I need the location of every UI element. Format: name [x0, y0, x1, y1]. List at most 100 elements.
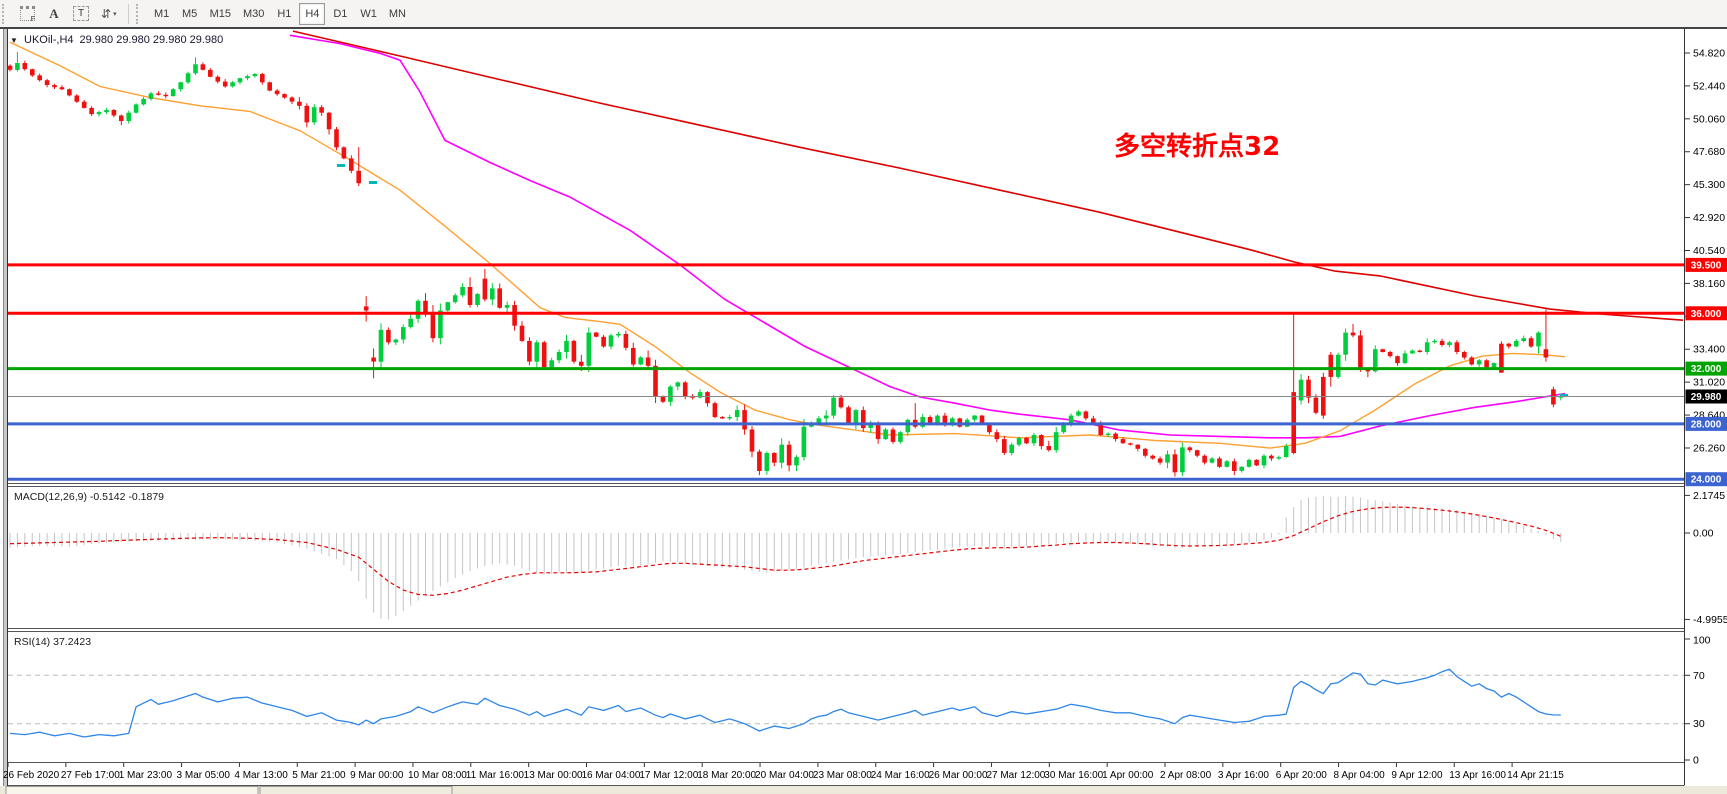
svg-text:47.680: 47.680	[1693, 146, 1725, 158]
chart-tab-2[interactable]	[259, 786, 453, 794]
tf-m15-button[interactable]: M15	[205, 3, 236, 25]
toolbar-grip[interactable]	[2, 3, 10, 24]
toolbar-grip-2[interactable]	[135, 3, 144, 24]
chart-canvas[interactable]: 54.820 52.440 50.060 47.680 45.300 42.920 40.5…	[0, 28, 1727, 794]
symbol-name: UKOil-,H4	[24, 34, 74, 46]
svg-text:18 Mar 20:00: 18 Mar 20:00	[697, 770, 756, 781]
rsi-label: RSI(14) 37.2423	[14, 636, 92, 648]
freehand-grid-icon[interactable]: F	[15, 3, 40, 25]
svg-text:17 Mar 12:00: 17 Mar 12:00	[639, 770, 698, 781]
chart-title: UKOil-,H4 29.980 29.980 29.980 29.980	[24, 34, 223, 46]
tf-m1-button[interactable]: M1	[149, 3, 175, 25]
svg-text:24.000: 24.000	[1691, 475, 1722, 486]
svg-text:10 Mar 08:00: 10 Mar 08:00	[408, 770, 467, 781]
svg-text:4 Mar 13:00: 4 Mar 13:00	[234, 770, 288, 781]
macd-panel[interactable]	[9, 495, 1562, 620]
svg-text:1 Apr 00:00: 1 Apr 00:00	[1102, 770, 1154, 781]
tf-w1-button[interactable]: W1	[355, 3, 382, 25]
ma-fast-orange	[9, 41, 1566, 449]
macd-signal-line	[9, 506, 1562, 596]
text-annotation[interactable]: 多空转折点32	[1114, 132, 1281, 162]
svg-text:36.000: 36.000	[1691, 309, 1722, 320]
svg-text:23 Mar 08:00: 23 Mar 08:00	[813, 770, 872, 781]
svg-text:33.400: 33.400	[1693, 344, 1725, 356]
tf-h4-button[interactable]: H4	[299, 2, 326, 25]
chart-tabs-bar	[0, 786, 1727, 794]
candles	[7, 51, 1564, 477]
svg-text:29.980: 29.980	[1691, 392, 1722, 403]
tf-mn-button[interactable]: MN	[384, 3, 411, 25]
signal-arrow-marker	[1560, 394, 1568, 397]
svg-text:26 Feb 2020: 26 Feb 2020	[3, 770, 60, 781]
macd-values: -0.5142 -0.1879	[89, 491, 165, 503]
textbox-glyph: T	[73, 6, 89, 21]
svg-text:39.500: 39.500	[1691, 260, 1722, 271]
svg-text:45.300: 45.300	[1693, 179, 1725, 191]
svg-text:26 Mar 00:00: 26 Mar 00:00	[929, 770, 988, 781]
tf-m5-button[interactable]: M5	[177, 3, 203, 25]
rsi-line	[9, 668, 1561, 738]
svg-text:11 Mar 16:00: 11 Mar 16:00	[466, 770, 525, 781]
svg-text:70: 70	[1693, 670, 1705, 682]
svg-text:52.440: 52.440	[1693, 80, 1725, 92]
svg-text:5 Mar 21:00: 5 Mar 21:00	[292, 770, 346, 781]
price-scale[interactable]: 54.820 52.440 50.060 47.680 45.300 42.920 40.5…	[1684, 48, 1727, 767]
svg-text:0.00: 0.00	[1693, 528, 1714, 540]
svg-text:26.260: 26.260	[1693, 442, 1725, 454]
draw-objects-icon[interactable]: ⇵ ▾	[96, 3, 122, 25]
svg-text:3 Apr 16:00: 3 Apr 16:00	[1218, 770, 1270, 781]
tf-m30-button[interactable]: M30	[238, 3, 269, 25]
textbox-icon[interactable]: T	[68, 3, 94, 25]
signal-arrow-marker	[337, 164, 345, 167]
svg-text:2.1745: 2.1745	[1693, 490, 1725, 502]
svg-text:32.000: 32.000	[1691, 364, 1722, 375]
svg-text:30 Mar 16:00: 30 Mar 16:00	[1044, 770, 1103, 781]
svg-text:100: 100	[1693, 635, 1711, 647]
grid-glyph: F	[20, 6, 35, 23]
chart-tab-1[interactable]	[5, 786, 259, 794]
symbol-dropdown-icon[interactable]: ▼	[10, 36, 18, 45]
svg-text:9 Apr 12:00: 9 Apr 12:00	[1391, 770, 1443, 781]
text-annotation-icon[interactable]: A	[42, 3, 66, 25]
svg-text:-4.9955: -4.9955	[1693, 614, 1727, 626]
svg-text:42.920: 42.920	[1693, 212, 1725, 224]
quote-values: 29.980 29.980 29.980 29.980	[79, 34, 224, 46]
signal-arrow-marker	[369, 181, 377, 184]
chevron-down-icon: ▾	[113, 10, 117, 18]
svg-text:50.060: 50.060	[1693, 113, 1725, 125]
svg-text:16 Mar 04:00: 16 Mar 04:00	[582, 770, 641, 781]
toolbar-separator	[127, 3, 129, 24]
svg-text:27 Mar 12:00: 27 Mar 12:00	[986, 770, 1045, 781]
left-edge	[4, 28, 8, 786]
svg-text:13 Apr 16:00: 13 Apr 16:00	[1449, 770, 1506, 781]
svg-text:9 Mar 00:00: 9 Mar 00:00	[350, 770, 404, 781]
main-price-chart[interactable]	[7, 30, 1684, 481]
ma-medium-magenta	[289, 34, 1566, 439]
label-glyph: A	[49, 5, 59, 21]
tf-d1-button[interactable]: D1	[327, 3, 353, 25]
svg-text:31.020: 31.020	[1693, 377, 1725, 389]
svg-text:27 Feb 17:00: 27 Feb 17:00	[61, 770, 120, 781]
svg-text:1 Mar 23:00: 1 Mar 23:00	[119, 770, 173, 781]
svg-text:28.000: 28.000	[1691, 419, 1722, 430]
rsi-panel[interactable]	[8, 668, 1684, 738]
tf-h1-button[interactable]: H1	[271, 3, 297, 25]
svg-text:30: 30	[1693, 718, 1705, 730]
rsi-value: 37.2423	[53, 636, 92, 648]
svg-text:2 Apr 08:00: 2 Apr 08:00	[1160, 770, 1212, 781]
svg-text:54.820: 54.820	[1693, 48, 1725, 60]
drawing-tools: F A T ⇵ ▾	[14, 3, 123, 25]
macd-label: MACD(12,26,9) -0.5142 -0.1879	[14, 491, 165, 503]
svg-text:13 Mar 00:00: 13 Mar 00:00	[524, 770, 583, 781]
svg-text:20 Mar 04:00: 20 Mar 04:00	[755, 770, 814, 781]
svg-text:6 Apr 20:00: 6 Apr 20:00	[1276, 770, 1328, 781]
svg-text:8 Apr 04:00: 8 Apr 04:00	[1334, 770, 1386, 781]
arrows-glyph: ⇵	[101, 6, 112, 21]
svg-text:0: 0	[1693, 755, 1699, 767]
svg-text:24 Mar 16:00: 24 Mar 16:00	[871, 770, 930, 781]
time-axis[interactable]: 26 Feb 2020 27 Feb 17:001 Mar 23:00 3 Mar …	[3, 763, 1564, 781]
timeframe-buttons: M1 M5 M15 M30 H1 H4 D1 W1 MN	[148, 2, 412, 25]
svg-text:3 Mar 05:00: 3 Mar 05:00	[177, 770, 231, 781]
svg-text:38.160: 38.160	[1693, 278, 1725, 290]
